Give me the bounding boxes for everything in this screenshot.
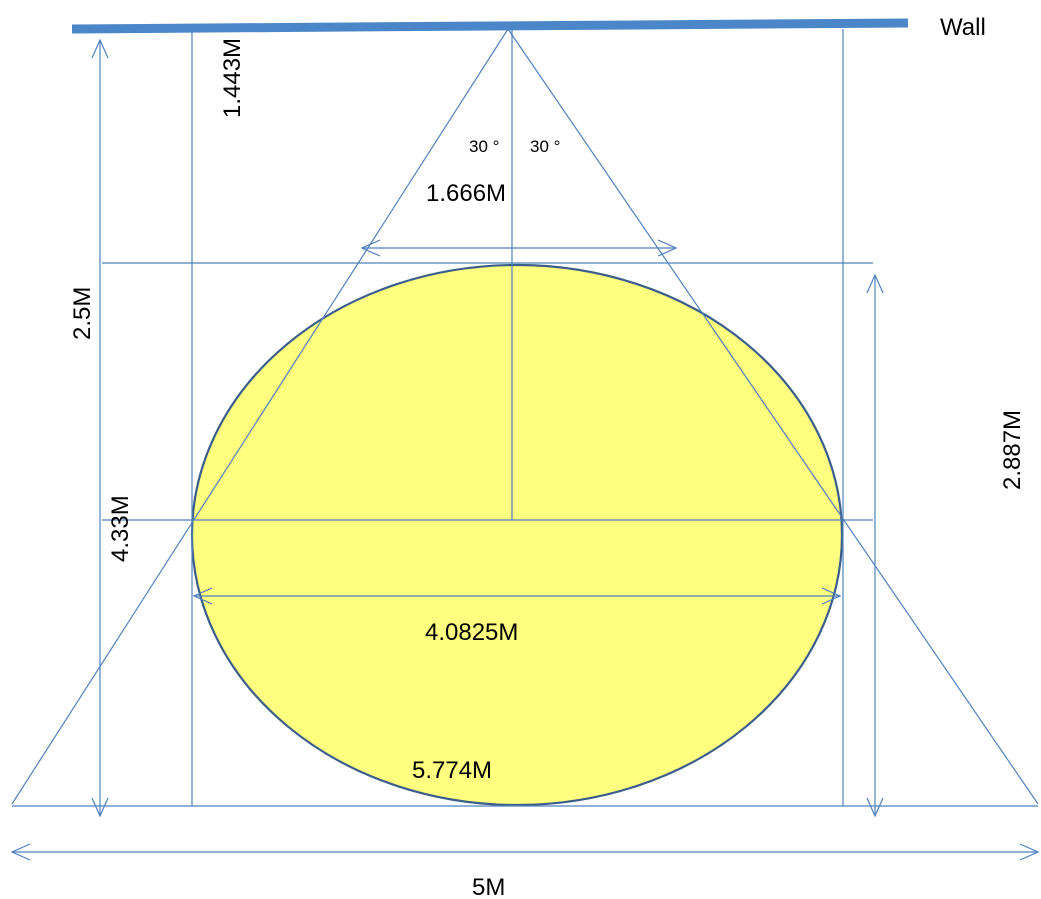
cone-right-line xyxy=(507,28,1039,805)
angle-right-label: 30 ° xyxy=(530,137,560,156)
wall-label: Wall xyxy=(940,14,986,41)
lower-height-label: 4.33M xyxy=(107,495,134,562)
total-width-label: 5M xyxy=(472,874,505,899)
ellipse-height-label: 2.887M xyxy=(999,410,1026,490)
wall-line xyxy=(71,18,909,34)
top-offset-label: 1.443M xyxy=(219,38,246,118)
coverage-ellipse xyxy=(190,263,844,807)
ellipse-width-label: 4.0825M xyxy=(425,619,518,646)
base-width-label: 5.774M xyxy=(412,757,492,784)
mid-width-label: 1.666M xyxy=(426,180,506,207)
upper-height-label: 2.5M xyxy=(69,287,96,340)
angle-left-label: 30 ° xyxy=(469,137,499,156)
